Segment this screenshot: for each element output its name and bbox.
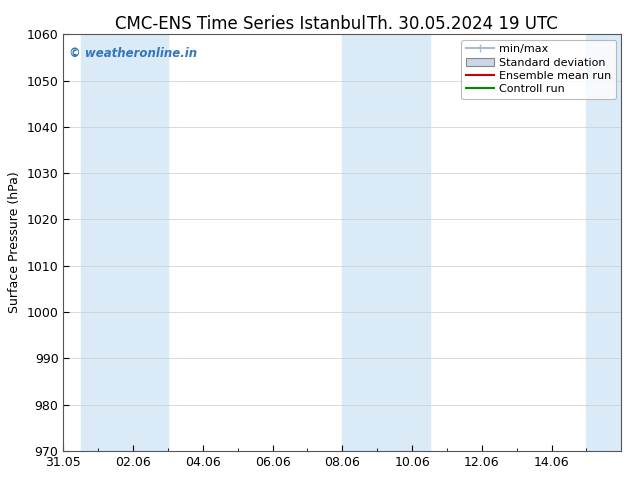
Bar	[342, 34, 377, 451]
Bar	[115, 34, 168, 451]
Bar	[377, 34, 430, 451]
Text: Th. 30.05.2024 19 UTC: Th. 30.05.2024 19 UTC	[368, 15, 558, 33]
Legend: min/max, Standard deviation, Ensemble mean run, Controll run: min/max, Standard deviation, Ensemble me…	[462, 40, 616, 99]
Y-axis label: Surface Pressure (hPa): Surface Pressure (hPa)	[8, 172, 21, 314]
Text: CMC-ENS Time Series Istanbul: CMC-ENS Time Series Istanbul	[115, 15, 366, 33]
Text: © weatheronline.in: © weatheronline.in	[69, 47, 197, 60]
Bar	[586, 34, 621, 451]
Bar	[81, 34, 116, 451]
